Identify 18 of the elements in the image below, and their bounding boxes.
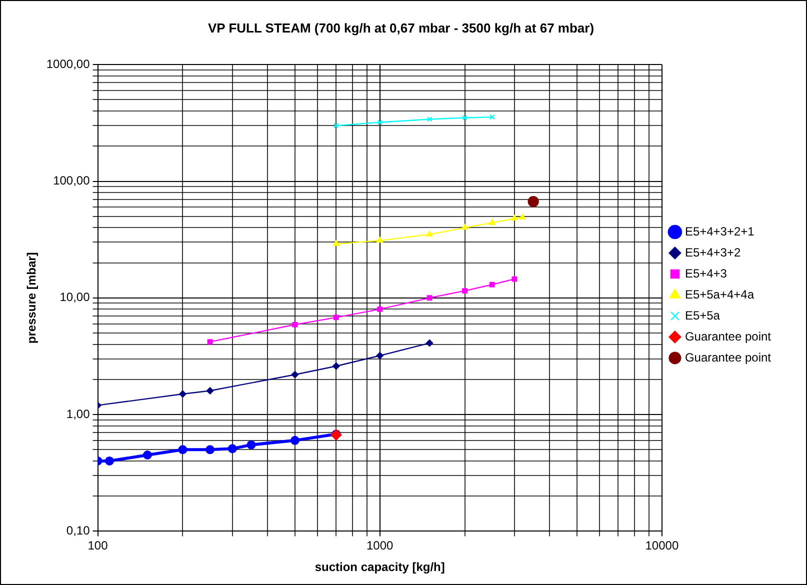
y-tick-label: 0,10	[66, 524, 90, 538]
y-tick-label: 1,00	[66, 406, 90, 421]
chart-title: VP FULL STEAM (700 kg/h at 0,67 mbar - 3500 kg/h at 67 mbar)	[208, 20, 594, 36]
legend-label: Guarantee point	[684, 350, 772, 364]
y-tick-label: 10,00	[60, 290, 90, 304]
x-tick-label: 1000	[366, 538, 394, 553]
legend-label: E5+4+3	[684, 266, 728, 280]
y-tick-label: 100,00	[53, 174, 90, 188]
x-axis-title: suction capacity [kg/h]	[314, 560, 445, 574]
legend-label: E5+5a+4+4a	[684, 287, 754, 302]
x-tick-label: 100	[88, 538, 108, 553]
legend-label: E5+4+3+2+1	[684, 224, 755, 238]
legend-label: E5+5a	[684, 308, 720, 322]
legend-label: E5+4+3+2	[684, 245, 741, 260]
legend-label: Guarantee point	[684, 329, 772, 344]
y-axis-title: pressure [mbar]	[24, 252, 39, 344]
x-tick-label: 10000	[645, 538, 679, 553]
y-tick-label: 1000,00	[46, 56, 90, 71]
